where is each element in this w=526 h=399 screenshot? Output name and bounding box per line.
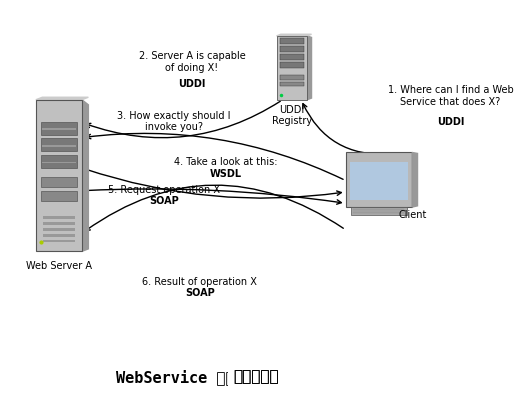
Polygon shape (307, 36, 311, 100)
Bar (280, 38, 304, 44)
Text: WSDL: WSDL (209, 168, 241, 179)
FancyArrowPatch shape (86, 101, 280, 138)
Polygon shape (82, 100, 88, 251)
Bar (43, 217, 75, 219)
Bar (346, 152, 412, 207)
Text: UDDI
Registry: UDDI Registry (272, 105, 312, 126)
Text: 6. Result of operation X: 6. Result of operation X (142, 277, 257, 287)
FancyArrowPatch shape (303, 104, 389, 154)
Bar (41, 192, 77, 201)
Bar (280, 81, 304, 86)
Polygon shape (277, 34, 311, 36)
Text: 3. How exactly should I
invoke you?: 3. How exactly should I invoke you? (117, 111, 231, 132)
Bar (43, 222, 75, 225)
Text: UDDI: UDDI (178, 79, 206, 89)
Bar (41, 155, 77, 168)
Text: 4. Take a look at this:: 4. Take a look at this: (174, 157, 277, 168)
Text: 步骤流程图: 步骤流程图 (233, 369, 279, 385)
Bar (42, 162, 76, 164)
Text: 步骤流程图: 步骤流程图 (233, 369, 279, 385)
Bar (280, 75, 304, 80)
FancyArrowPatch shape (85, 189, 341, 204)
Text: SOAP: SOAP (149, 196, 179, 207)
Bar (350, 162, 408, 200)
Text: 2. Server A is capable
of doing X!: 2. Server A is capable of doing X! (139, 51, 246, 73)
Polygon shape (412, 152, 418, 207)
Bar (41, 138, 77, 151)
Bar (280, 62, 304, 68)
Text: Client: Client (399, 210, 427, 220)
Bar (43, 234, 75, 237)
Bar (41, 177, 77, 187)
FancyArrowPatch shape (86, 133, 343, 179)
Bar (43, 239, 75, 242)
FancyArrowPatch shape (85, 185, 343, 231)
Bar (277, 36, 307, 100)
FancyArrowPatch shape (85, 169, 341, 198)
Bar (43, 228, 75, 231)
Text: SOAP: SOAP (185, 288, 215, 298)
Text: UDDI: UDDI (437, 117, 464, 127)
Bar (36, 100, 82, 251)
Text: WebService 步骤流程图: WebService 步骤流程图 (116, 369, 262, 385)
Bar (351, 207, 407, 215)
Bar (280, 54, 304, 60)
Bar (42, 145, 76, 147)
Text: 5. Request operation X: 5. Request operation X (108, 185, 220, 196)
Text: 1. Where can I find a Web
Service that does X?: 1. Where can I find a Web Service that d… (388, 85, 513, 107)
Text: Web Server A: Web Server A (26, 261, 92, 271)
Bar (41, 122, 77, 134)
Polygon shape (36, 97, 88, 100)
Bar (42, 128, 76, 130)
Bar (280, 46, 304, 52)
Bar (228, 365, 340, 389)
